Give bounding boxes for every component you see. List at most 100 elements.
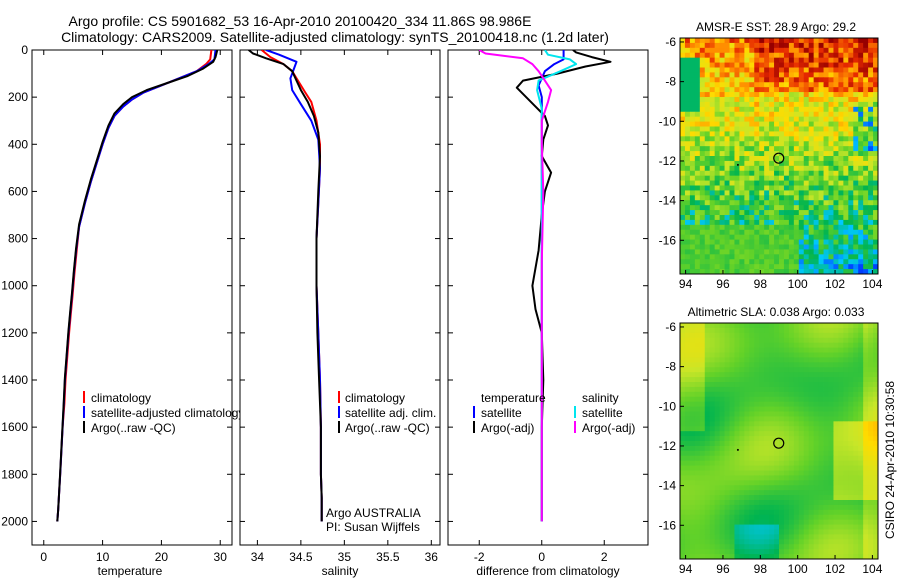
map-cell: [764, 244, 770, 250]
map-cell: [699, 480, 706, 486]
map-cell: [833, 362, 839, 368]
map-cell: [680, 210, 686, 216]
map-cell: [803, 136, 810, 142]
map-cell: [759, 254, 765, 260]
map-cell: [764, 97, 770, 103]
map-cell: [853, 480, 859, 486]
map-cell: [803, 38, 810, 44]
map-cell: [813, 396, 819, 403]
map-cell: [873, 337, 879, 344]
map-cell: [788, 327, 795, 334]
map-cell: [729, 382, 735, 388]
map-cell: [818, 347, 824, 353]
map-cell: [798, 87, 805, 93]
map-cell: [853, 401, 859, 407]
map-cell: [714, 200, 720, 206]
figure-title-line-2: Climatology: CARS2009. Satellite-adjuste…: [61, 29, 609, 45]
map-cell: [783, 554, 790, 560]
map-cell: [813, 97, 819, 103]
map-cell: [858, 416, 864, 422]
map-cell: [833, 337, 839, 344]
map-cell: [769, 465, 775, 471]
map-cell: [788, 519, 795, 525]
map-cell: [873, 92, 879, 98]
map-cell: [739, 72, 745, 78]
map-cell: [729, 327, 735, 334]
map-cell: [828, 450, 834, 457]
map-cell: [769, 205, 775, 211]
map-cell: [774, 195, 780, 201]
map-cell: [863, 357, 869, 363]
map-cell: [680, 38, 686, 44]
map-cell: [729, 215, 735, 221]
map-cell: [680, 156, 686, 162]
map-cell: [848, 82, 854, 88]
map-cell: [704, 509, 711, 516]
map-cell: [694, 116, 701, 122]
map-cell: [838, 465, 844, 471]
map-cell: [803, 224, 810, 231]
map-cell: [699, 165, 706, 172]
map-cell: [828, 131, 834, 137]
map-cell: [823, 210, 829, 216]
map-cell: [779, 342, 785, 348]
map-cell: [744, 357, 750, 363]
map-cell: [734, 342, 740, 348]
map-cell: [714, 42, 720, 49]
map-cell: [833, 116, 839, 122]
map-cell: [689, 426, 696, 432]
map-cell: [739, 357, 745, 363]
map-cell: [684, 514, 691, 521]
map-cell: [729, 136, 735, 142]
map-cell: [798, 475, 805, 481]
map-cell: [714, 342, 720, 348]
map-cell: [848, 352, 854, 358]
map-cell: [788, 219, 795, 226]
map-cell: [754, 116, 760, 122]
map-cell: [754, 382, 760, 388]
map-cell: [739, 264, 745, 270]
map-cell: [754, 362, 760, 368]
map-cell: [734, 480, 740, 486]
map-cell: [739, 52, 745, 59]
map-cell: [813, 362, 819, 368]
map-cell: [719, 151, 725, 157]
map-cell: [699, 396, 706, 403]
map-cell: [818, 141, 824, 147]
map-cell: [680, 495, 686, 501]
map-cell: [684, 165, 691, 172]
map-cell: [783, 106, 790, 113]
map-cell: [680, 141, 686, 147]
map-cell: [823, 106, 829, 113]
x-tick-label: 34: [251, 550, 265, 564]
map-cell: [783, 490, 790, 496]
map-cell: [863, 185, 869, 191]
map-cell: [863, 485, 869, 491]
map-cell: [868, 224, 874, 231]
map-cell: [793, 254, 800, 260]
map-cell: [823, 367, 829, 373]
map-cell: [818, 97, 824, 103]
map-cell: [754, 509, 760, 516]
map-cell: [704, 514, 711, 521]
map-cell: [749, 131, 755, 137]
map-cell: [843, 352, 849, 358]
map-cell: [863, 534, 869, 540]
map-cell: [714, 190, 720, 196]
map-cell: [873, 249, 879, 255]
map-cell: [848, 87, 854, 93]
map-cell: [769, 416, 775, 422]
map-cell: [759, 342, 765, 348]
map-cell: [833, 249, 839, 255]
map-cell: [694, 42, 701, 49]
map-cell: [694, 156, 701, 162]
map-cell: [788, 249, 795, 255]
map-cell: [838, 534, 844, 540]
map-cell: [858, 121, 864, 127]
map-cell: [788, 200, 795, 206]
map-cell: [744, 116, 750, 122]
map-cell: [759, 67, 765, 73]
map-cell: [858, 229, 864, 236]
map-cell: [843, 264, 849, 270]
map-cell: [764, 411, 770, 417]
